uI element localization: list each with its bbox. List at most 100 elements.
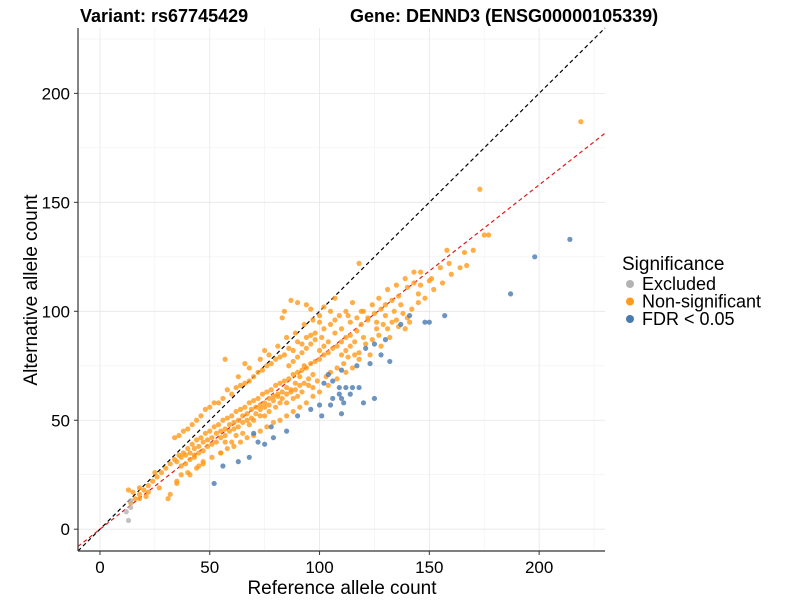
point-non-significant <box>259 391 266 397</box>
point-non-significant <box>233 384 239 391</box>
point-excluded <box>128 504 134 511</box>
point-non-significant <box>284 334 290 341</box>
point-non-significant <box>343 369 349 375</box>
point-non-significant <box>266 352 272 358</box>
point-non-significant <box>299 350 305 356</box>
point-fdr-0-05 <box>321 380 327 386</box>
point-non-significant <box>264 424 270 430</box>
point-non-significant <box>358 321 364 327</box>
point-non-significant <box>297 404 303 410</box>
point-non-significant <box>262 400 268 406</box>
point-non-significant <box>248 415 255 421</box>
point-non-significant <box>266 402 272 408</box>
point-non-significant <box>389 319 395 325</box>
point-non-significant <box>356 260 362 266</box>
point-fdr-0-05 <box>308 406 314 412</box>
point-non-significant <box>470 247 476 253</box>
point-non-significant <box>246 422 252 428</box>
x-axis-title: Reference allele count <box>247 578 437 599</box>
point-non-significant <box>316 356 323 362</box>
point-non-significant <box>387 334 393 341</box>
point-non-significant <box>402 326 408 332</box>
point-fdr-0-05 <box>338 395 345 402</box>
point-non-significant <box>341 360 347 367</box>
point-non-significant <box>312 337 318 343</box>
point-non-significant <box>150 478 156 484</box>
point-non-significant <box>325 382 331 388</box>
point-non-significant <box>273 382 279 388</box>
point-non-significant <box>246 365 252 371</box>
point-non-significant <box>301 363 307 369</box>
point-excluded <box>128 498 134 504</box>
point-non-significant <box>417 269 424 275</box>
point-non-significant <box>297 382 303 388</box>
point-non-significant <box>349 299 356 306</box>
point-non-significant <box>314 378 320 384</box>
point-non-significant <box>132 496 138 502</box>
point-non-significant <box>338 352 345 358</box>
point-non-significant <box>334 343 340 349</box>
point-non-significant <box>231 426 237 432</box>
point-non-significant <box>439 280 446 286</box>
legend-key-excluded <box>626 280 634 288</box>
point-non-significant <box>290 371 296 378</box>
point-fdr-0-05 <box>387 358 393 365</box>
point-non-significant <box>310 384 316 391</box>
point-non-significant <box>338 326 345 332</box>
point-non-significant <box>391 308 397 314</box>
point-fdr-0-05 <box>378 352 384 358</box>
point-non-significant <box>446 260 452 266</box>
point-non-significant <box>277 354 283 360</box>
point-non-significant <box>224 415 230 421</box>
point-non-significant <box>316 319 323 325</box>
point-non-significant <box>257 402 263 408</box>
y-axis-ticks: 0 50 100 150 200 <box>42 84 78 539</box>
point-non-significant <box>231 443 237 449</box>
point-non-significant <box>240 413 246 419</box>
point-non-significant <box>400 310 406 317</box>
y-tick-label: 150 <box>42 193 70 212</box>
chart-title-gene: Gene: DENND3 (ENSG00000105339) <box>350 6 658 26</box>
x-tick-label: 100 <box>305 558 333 577</box>
point-fdr-0-05 <box>341 400 347 406</box>
point-fdr-0-05 <box>442 313 448 319</box>
point-non-significant <box>193 437 200 443</box>
point-non-significant <box>224 387 230 393</box>
point-non-significant <box>464 262 470 269</box>
point-non-significant <box>334 376 340 382</box>
point-fdr-0-05 <box>336 384 342 391</box>
point-non-significant <box>246 400 252 406</box>
point-non-significant <box>204 437 211 443</box>
point-non-significant <box>268 387 274 393</box>
point-non-significant <box>257 356 263 362</box>
point-non-significant <box>229 413 235 419</box>
point-fdr-0-05 <box>426 319 432 325</box>
point-non-significant <box>246 378 252 384</box>
point-non-significant <box>382 302 389 308</box>
point-non-significant <box>376 332 382 338</box>
point-fdr-0-05 <box>354 363 360 369</box>
point-fdr-0-05 <box>336 391 342 397</box>
point-non-significant <box>284 413 290 419</box>
point-non-significant <box>204 443 211 449</box>
point-non-significant <box>308 360 314 367</box>
point-non-significant <box>270 419 277 426</box>
point-non-significant <box>251 398 257 404</box>
point-fdr-0-05 <box>338 411 345 417</box>
point-non-significant <box>145 489 151 495</box>
point-non-significant <box>461 249 468 256</box>
point-non-significant <box>154 474 160 480</box>
point-non-significant <box>248 406 255 412</box>
point-non-significant <box>294 339 301 345</box>
point-non-significant <box>158 469 165 476</box>
point-non-significant <box>305 376 312 382</box>
point-non-significant <box>178 472 184 478</box>
point-non-significant <box>411 269 417 275</box>
point-non-significant <box>301 321 307 327</box>
chart-title-variant: Variant: rs67745429 <box>80 6 248 26</box>
point-non-significant <box>422 295 428 301</box>
point-fdr-0-05 <box>327 402 334 408</box>
point-non-significant <box>244 411 250 417</box>
point-non-significant <box>273 356 279 362</box>
point-non-significant <box>327 321 334 327</box>
